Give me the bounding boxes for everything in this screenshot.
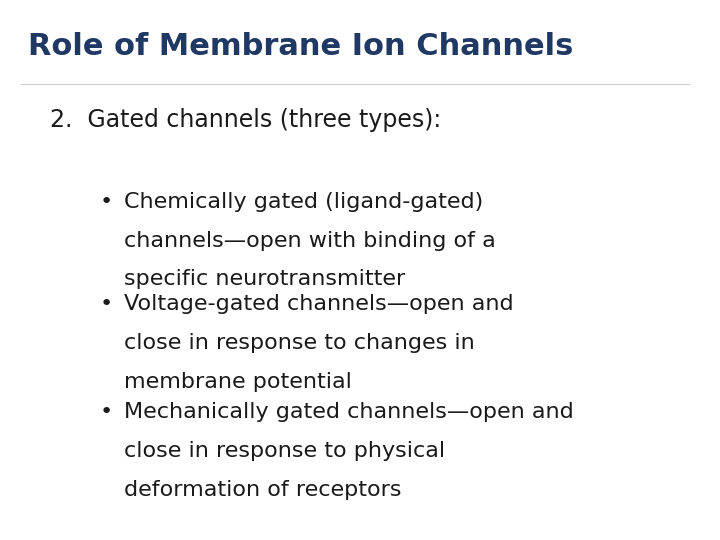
Text: 2.  Gated channels (three types):: 2. Gated channels (three types):: [50, 108, 441, 132]
Text: specific neurotransmitter: specific neurotransmitter: [125, 269, 405, 289]
Text: close in response to changes in: close in response to changes in: [125, 333, 475, 353]
Text: close in response to physical: close in response to physical: [125, 441, 446, 461]
Text: Chemically gated (ligand-gated): Chemically gated (ligand-gated): [125, 192, 484, 212]
Text: Role of Membrane Ion Channels: Role of Membrane Ion Channels: [28, 32, 574, 62]
Text: •: •: [99, 402, 113, 422]
Text: •: •: [99, 192, 113, 212]
Text: •: •: [99, 294, 113, 314]
Text: deformation of receptors: deformation of receptors: [125, 480, 402, 500]
Text: Voltage-gated channels—open and: Voltage-gated channels—open and: [125, 294, 514, 314]
Text: Mechanically gated channels—open and: Mechanically gated channels—open and: [125, 402, 574, 422]
Text: channels—open with binding of a: channels—open with binding of a: [125, 231, 496, 251]
Text: membrane potential: membrane potential: [125, 372, 352, 392]
